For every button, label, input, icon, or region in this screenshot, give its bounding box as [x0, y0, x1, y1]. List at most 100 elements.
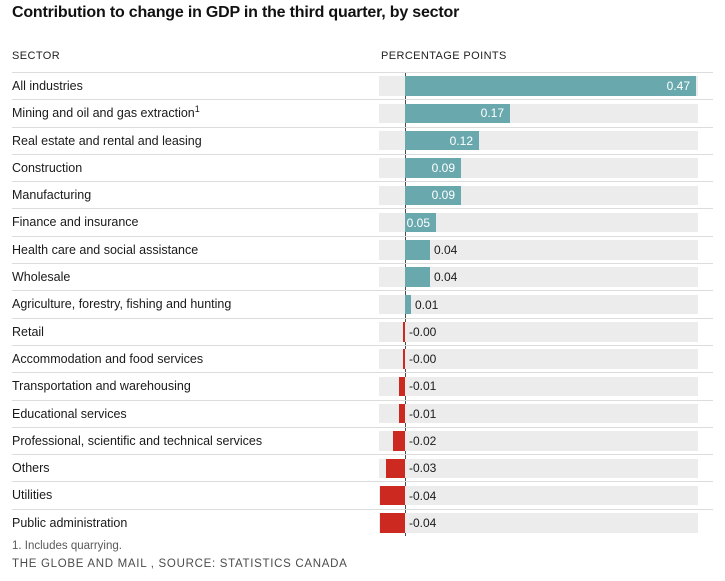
row-label-text: Construction [12, 160, 83, 175]
negative-bar [403, 349, 405, 369]
positive-bar [405, 130, 479, 151]
row-label: Manufacturing [12, 182, 91, 208]
row-label: All industries [12, 73, 83, 99]
chart-row: Retail -0.00 [12, 317, 713, 345]
value-label: -0.01 [409, 406, 437, 421]
chart-row: Accommodation and food services -0.00 [12, 344, 713, 372]
bar-track: -0.00 [379, 349, 698, 369]
bar-track: -0.00 [379, 322, 698, 342]
bar-track: -0.01 [379, 376, 698, 397]
chart-title: Contribution to change in GDP in the thi… [12, 4, 460, 21]
row-label-text: Wholesale [12, 270, 71, 285]
negative-bar [399, 403, 405, 424]
negative-bar [393, 431, 405, 451]
bar-track: 0.47 [379, 76, 698, 96]
chart-row: Agriculture, forestry, fishing and hunti… [12, 290, 713, 317]
row-label: Real estate and rental and leasing [12, 128, 202, 154]
value-label: 0.09 [431, 188, 455, 203]
chart-row: Professional, scientific and technical s… [12, 426, 713, 454]
row-label-text: Retail [12, 324, 44, 339]
positive-bar [405, 185, 461, 206]
chart-row: Real estate and rental and leasing 0.12 [12, 126, 713, 154]
bar-track: 0.12 [379, 130, 698, 151]
chart-row: Finance and insurance 0.05 [12, 208, 713, 235]
value-label: 0.17 [480, 106, 504, 121]
row-label-text: Finance and insurance [12, 215, 139, 230]
bar-track: -0.04 [379, 485, 698, 506]
value-label: -0.01 [409, 379, 437, 394]
row-label-footnote-marker: 1 [194, 104, 200, 115]
row-label-text: Agriculture, forestry, fishing and hunti… [12, 297, 232, 312]
row-label: Mining and oil and gas extraction1 [12, 100, 200, 126]
bar-track: 0.04 [379, 240, 698, 260]
bar-track: -0.02 [379, 431, 698, 451]
row-label: Health care and social assistance [12, 237, 198, 263]
bar-track: 0.09 [379, 185, 698, 206]
row-label: Transportation and warehousing [12, 373, 191, 399]
chart-row: Mining and oil and gas extraction1 0.17 [12, 99, 713, 126]
negative-bar [386, 458, 405, 479]
row-label-text: Public administration [12, 515, 128, 530]
column-header-percentage-points: PERCENTAGE POINTS [381, 50, 507, 62]
row-label-text: Others [12, 461, 50, 476]
chart-row: Manufacturing 0.09 [12, 181, 713, 208]
value-label: 0.01 [415, 297, 439, 312]
chart-row: Others -0.03 [12, 454, 713, 481]
value-label: 0.09 [431, 161, 455, 176]
positive-bar [405, 240, 430, 260]
positive-bar [405, 212, 436, 233]
value-label: -0.04 [409, 515, 437, 530]
value-label: -0.00 [409, 324, 437, 339]
chart-row: Public administration -0.04 [12, 508, 713, 536]
value-label: 0.04 [434, 242, 458, 257]
negative-bar [380, 485, 405, 506]
row-label-text: Transportation and warehousing [12, 379, 191, 394]
row-label-text: Real estate and rental and leasing [12, 133, 202, 148]
credit-line: THE GLOBE AND MAIL , SOURCE: STATISTICS … [12, 558, 348, 570]
bar-track: -0.04 [379, 513, 698, 533]
row-label: Retail [12, 319, 44, 345]
bar-track: -0.03 [379, 458, 698, 479]
value-label: -0.04 [409, 488, 437, 503]
column-header-sector: SECTOR [12, 50, 61, 62]
bar-rows: All industries 0.47 Mining and oil and gas… [12, 72, 713, 537]
value-label: 0.47 [666, 79, 690, 94]
row-label-text: Mining and oil and gas extraction [12, 106, 195, 121]
chart-row: Construction 0.09 [12, 153, 713, 181]
row-label: Public administration [12, 510, 127, 536]
chart-row: Health care and social assistance 0.04 [12, 235, 713, 263]
value-label: 0.05 [406, 215, 430, 230]
negative-bar [399, 376, 405, 397]
positive-bar [405, 76, 696, 96]
value-label: 0.04 [434, 270, 458, 285]
row-label-text: Manufacturing [12, 188, 92, 203]
row-label: Educational services [12, 401, 127, 427]
negative-bar [380, 513, 405, 533]
row-label-text: Utilities [12, 488, 53, 503]
row-label: Wholesale [12, 264, 70, 290]
value-label: -0.02 [409, 434, 437, 448]
negative-bar [403, 322, 405, 342]
chart-row: Wholesale 0.04 [12, 263, 713, 290]
row-label: Accommodation and food services [12, 346, 203, 372]
row-label-text: Professional, scientific and technical s… [12, 433, 263, 448]
bar-track: 0.01 [379, 294, 698, 315]
bar-track: 0.09 [379, 158, 698, 178]
value-label: -0.00 [409, 352, 437, 367]
row-label: Others [12, 455, 50, 481]
row-label: Utilities [12, 482, 52, 508]
chart-row: All industries 0.47 [12, 72, 713, 99]
row-label: Finance and insurance [12, 209, 138, 235]
value-label: -0.03 [409, 461, 437, 476]
row-label-text: All industries [12, 79, 83, 93]
row-label: Professional, scientific and technical s… [12, 428, 262, 454]
chart-row: Transportation and warehousing -0.01 [12, 372, 713, 399]
chart-row: Utilities -0.04 [12, 481, 713, 508]
row-label: Agriculture, forestry, fishing and hunti… [12, 291, 231, 317]
row-label-text: Educational services [12, 406, 127, 421]
row-label-text: Health care and social assistance [12, 242, 199, 257]
bar-track: 0.04 [379, 267, 698, 287]
positive-bar [405, 103, 510, 124]
bar-track: 0.17 [379, 103, 698, 124]
